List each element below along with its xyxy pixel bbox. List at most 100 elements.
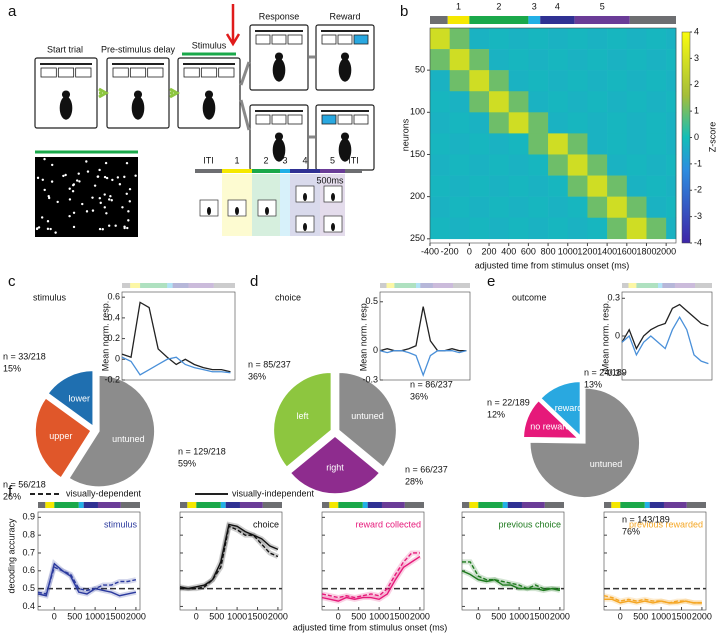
epoch-segment [386, 283, 395, 288]
dot [43, 188, 46, 192]
plot-frame [37, 511, 141, 611]
x-axis-label: adjusted time from stimulus onset (ms) [475, 260, 630, 270]
x-tick-label: 1500 [672, 611, 692, 621]
x-tick-label: 500 [491, 611, 506, 621]
epoch-segment [521, 502, 545, 508]
x-tick-label: 1000 [509, 611, 529, 621]
heat-cell [567, 217, 588, 240]
mouse-body [59, 96, 73, 120]
colorbar-tick-label: 3 [694, 53, 699, 63]
colorbar-tick-label: -2 [694, 185, 702, 195]
percent-label: 36% [248, 371, 266, 381]
x-tick-label: 2000 [656, 246, 676, 256]
epoch-segment [430, 16, 448, 24]
y-tick-label: 0.2 [107, 333, 120, 343]
red-arrow [225, 4, 241, 47]
mouse-body [338, 138, 352, 162]
heat-cell [430, 133, 450, 155]
epoch-segment [180, 502, 188, 508]
accuracy-line [462, 561, 560, 590]
dot [121, 206, 124, 209]
dot [68, 198, 72, 201]
timeline-bar [280, 169, 290, 173]
y-tick-label: 0.8 [22, 530, 35, 540]
mouse-head [274, 52, 284, 61]
screen [337, 34, 353, 45]
heat-cell [508, 133, 529, 155]
heat-cell [646, 217, 667, 240]
heat-cell [430, 91, 450, 113]
x-axis-label: adjusted time from stimulus onset (ms) [293, 622, 448, 632]
x-tick-label: 2000 [268, 611, 288, 621]
heat-cell [626, 49, 647, 71]
dot [118, 183, 122, 186]
step-label: Response [259, 11, 300, 21]
timeline-bar [252, 169, 280, 173]
panel-label: d [250, 273, 258, 290]
x-tick-label: 600 [521, 246, 536, 256]
slice-label: reward [555, 403, 583, 413]
colorbar-tick-label: -1 [694, 158, 702, 168]
x-tick-label: 0 [194, 611, 199, 621]
heat-cell [666, 217, 677, 240]
dot [77, 172, 80, 175]
mouse-body [131, 96, 145, 120]
accuracy-line [461, 570, 561, 592]
epoch-segment [469, 16, 529, 24]
dot [85, 210, 89, 213]
slice-label: upper [49, 431, 72, 441]
heat-cell [607, 175, 628, 197]
heat-cell [548, 196, 569, 219]
dot [98, 168, 101, 172]
epoch-segment [540, 16, 575, 24]
epoch-segment [187, 502, 197, 508]
panel-title: choice [253, 519, 279, 529]
dot [68, 187, 71, 190]
y-tick-label: 0.4 [107, 312, 120, 322]
epoch-label: 2 [496, 1, 501, 11]
heat-cell [469, 70, 490, 92]
panel-title: previous choice [498, 519, 561, 529]
legend-label: visually-independent [232, 488, 315, 498]
heat-cell [607, 154, 628, 176]
slice-label: untuned [351, 411, 384, 421]
epoch-segment [220, 502, 226, 508]
x-tick-label: -400 [421, 246, 439, 256]
arrow [169, 87, 181, 99]
heat-cell [548, 217, 569, 240]
timeline-bar [290, 169, 320, 173]
dot [41, 178, 45, 181]
epoch-segment [329, 502, 339, 508]
dot [127, 210, 130, 213]
response-line [379, 350, 467, 377]
heat-cell [587, 217, 608, 240]
heat-cell [567, 112, 588, 134]
dot [96, 175, 100, 178]
epoch-segment [469, 502, 479, 508]
count-label: n = 66/237 [405, 464, 448, 474]
dot [125, 192, 128, 195]
slice-label: untuned [590, 459, 623, 469]
accuracy-line [179, 523, 279, 590]
response-line [121, 356, 231, 376]
plot-frame [429, 27, 677, 244]
y-axis-label: Mean norm. resp. [358, 301, 368, 372]
screen [287, 114, 303, 125]
screen [271, 114, 287, 125]
mini-mouse [331, 193, 335, 201]
timeline-label: ITI [203, 155, 214, 165]
screen [255, 114, 271, 125]
screen [57, 67, 75, 78]
heat-cell [587, 196, 608, 219]
screen [75, 67, 92, 78]
heat-cell [430, 28, 450, 50]
heat-cell [626, 91, 647, 113]
step-label: Reward [329, 11, 360, 21]
y-axis-label: Mean norm. resp. [600, 301, 610, 372]
plot-frame [461, 511, 565, 611]
legend-label: visually-dependent [66, 488, 142, 498]
dot [111, 178, 114, 182]
heat-cell [626, 112, 647, 134]
count-label: n = 143/189 [622, 514, 670, 524]
heat-cell [489, 175, 510, 197]
